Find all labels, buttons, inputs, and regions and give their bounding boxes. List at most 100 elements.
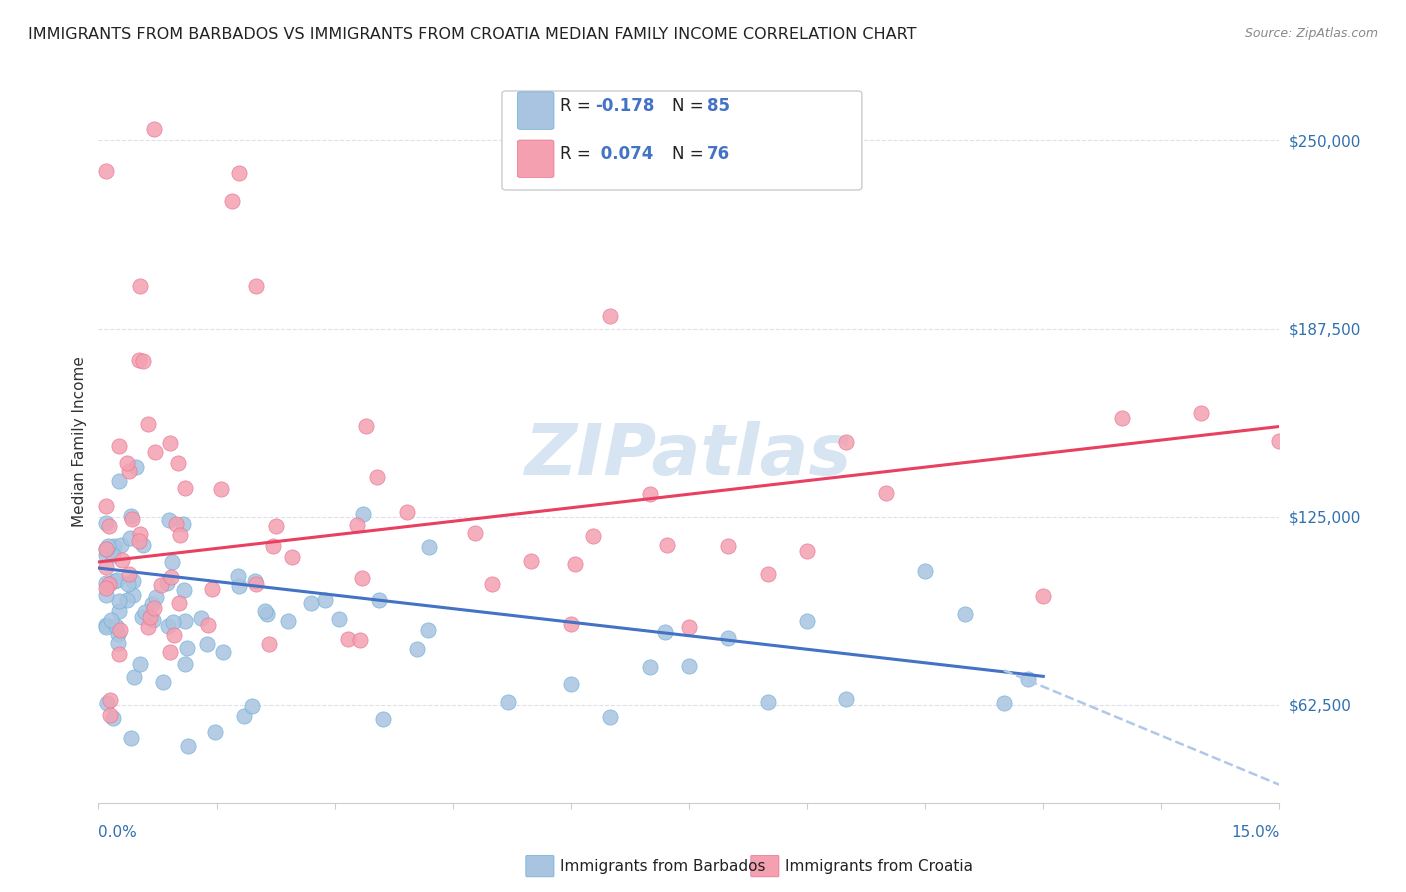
Point xyxy=(353,507,375,521)
Point xyxy=(96,164,118,178)
Point xyxy=(118,531,141,545)
Point xyxy=(143,445,166,459)
Text: -0.178: -0.178 xyxy=(595,97,654,115)
Point xyxy=(100,693,122,707)
Point xyxy=(132,538,155,552)
Point xyxy=(129,657,152,672)
Point xyxy=(418,541,440,555)
Point xyxy=(564,557,586,571)
Point xyxy=(131,610,153,624)
Text: 0.074: 0.074 xyxy=(595,145,654,163)
Point xyxy=(96,617,118,632)
Point xyxy=(201,582,224,597)
Point xyxy=(107,439,129,453)
Point xyxy=(96,575,118,590)
Point xyxy=(108,647,131,661)
Point xyxy=(228,166,250,180)
Point xyxy=(1032,589,1054,603)
Point xyxy=(173,582,195,597)
Point xyxy=(129,279,152,293)
Point xyxy=(165,516,187,531)
Point xyxy=(756,566,779,581)
Point xyxy=(520,553,543,567)
Point xyxy=(349,632,371,647)
Point xyxy=(582,529,605,543)
Point xyxy=(159,645,181,659)
Text: ZIPatlas: ZIPatlas xyxy=(526,422,852,491)
Point xyxy=(245,278,267,293)
Text: R =: R = xyxy=(560,145,596,163)
Point xyxy=(128,352,150,367)
Point xyxy=(211,645,233,659)
Text: N =: N = xyxy=(672,145,709,163)
Point xyxy=(159,569,181,583)
Point xyxy=(328,612,350,626)
Text: 15.0%: 15.0% xyxy=(1232,825,1279,840)
Point xyxy=(103,539,125,553)
Point xyxy=(496,695,519,709)
Point xyxy=(418,623,440,637)
Point xyxy=(254,604,277,618)
Point xyxy=(953,607,976,621)
Point xyxy=(232,708,254,723)
Point xyxy=(108,604,131,618)
Point xyxy=(156,576,179,591)
Point xyxy=(132,353,155,368)
Point xyxy=(599,710,621,724)
Point xyxy=(122,670,145,684)
Point xyxy=(240,698,263,713)
Point xyxy=(120,731,142,746)
Point xyxy=(96,499,118,513)
Point xyxy=(717,539,740,553)
Point xyxy=(174,657,197,671)
Point xyxy=(107,627,129,641)
Point xyxy=(717,631,740,645)
Point xyxy=(96,696,118,710)
Point xyxy=(1017,673,1039,687)
Point xyxy=(204,724,226,739)
Point xyxy=(173,614,195,628)
Point xyxy=(107,636,129,650)
Point xyxy=(142,613,165,627)
Point xyxy=(354,419,377,434)
Point xyxy=(678,620,700,634)
Text: 76: 76 xyxy=(707,145,730,163)
Point xyxy=(96,516,118,530)
Point xyxy=(638,659,661,673)
Point xyxy=(464,526,486,541)
Point xyxy=(96,588,118,602)
Point xyxy=(406,641,429,656)
Point xyxy=(226,569,249,583)
Point xyxy=(245,577,267,591)
Point xyxy=(136,619,159,633)
Point xyxy=(177,739,200,754)
Point xyxy=(195,637,218,651)
Text: N =: N = xyxy=(672,97,709,115)
Point xyxy=(100,707,122,722)
Point xyxy=(560,677,582,691)
Point xyxy=(120,508,142,523)
Point xyxy=(350,571,373,585)
Point xyxy=(105,619,128,633)
Point xyxy=(152,674,174,689)
Point xyxy=(162,628,184,642)
Point xyxy=(1268,434,1291,449)
Point xyxy=(336,632,359,646)
Point xyxy=(638,486,661,500)
Point xyxy=(993,696,1015,710)
Point xyxy=(172,516,194,531)
Point xyxy=(138,609,160,624)
Point xyxy=(142,121,165,136)
Point xyxy=(190,611,212,625)
Point xyxy=(108,594,131,608)
Point xyxy=(654,624,676,639)
Point xyxy=(796,544,818,558)
Point xyxy=(96,541,118,556)
Point xyxy=(1111,410,1133,425)
Point xyxy=(136,417,159,431)
Point xyxy=(96,582,118,596)
Point xyxy=(346,517,368,532)
Point xyxy=(875,485,897,500)
Y-axis label: Median Family Income: Median Family Income xyxy=(72,356,87,527)
Point xyxy=(264,519,287,533)
